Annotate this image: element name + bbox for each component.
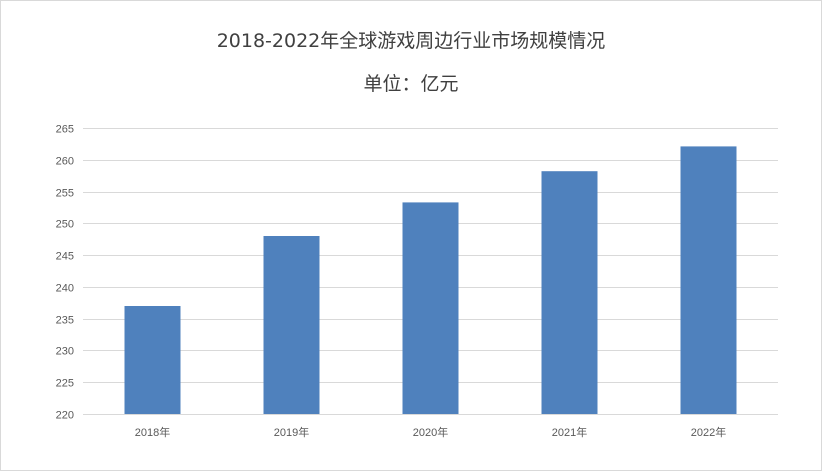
bar-2021年 (541, 171, 598, 414)
y-tick-label: 230 (56, 346, 74, 358)
bar-2018年 (124, 306, 181, 414)
y-tick-label: 250 (56, 219, 74, 231)
y-axis-ticks: 220 225 230 235 240 245 250 255 260 265 (56, 124, 74, 422)
bar-2020年 (402, 202, 459, 414)
x-tick-label: 2021年 (552, 425, 587, 439)
bar-2022年 (680, 146, 737, 414)
bar-2019年 (263, 236, 320, 414)
y-tick-label: 235 (56, 315, 74, 327)
y-tick-label: 225 (56, 378, 74, 390)
x-axis-ticks: 2018年 2019年 2020年 2021年 2022年 (135, 425, 726, 439)
bars (124, 146, 737, 414)
chart-title: 2018-2022年全球游戏周边行业市场规模情况 (216, 30, 606, 52)
x-tick-label: 2020年 (413, 425, 448, 439)
x-tick-label: 2019年 (274, 425, 309, 439)
y-tick-label: 265 (56, 124, 74, 136)
y-tick-label: 240 (56, 283, 74, 295)
y-tick-label: 220 (56, 410, 74, 422)
y-tick-label: 260 (56, 156, 74, 168)
chart-subtitle: 单位：亿元 (363, 73, 459, 95)
y-tick-label: 245 (56, 251, 74, 263)
y-tick-label: 255 (56, 188, 74, 200)
x-tick-label: 2022年 (691, 425, 726, 439)
x-tick-label: 2018年 (135, 425, 170, 439)
